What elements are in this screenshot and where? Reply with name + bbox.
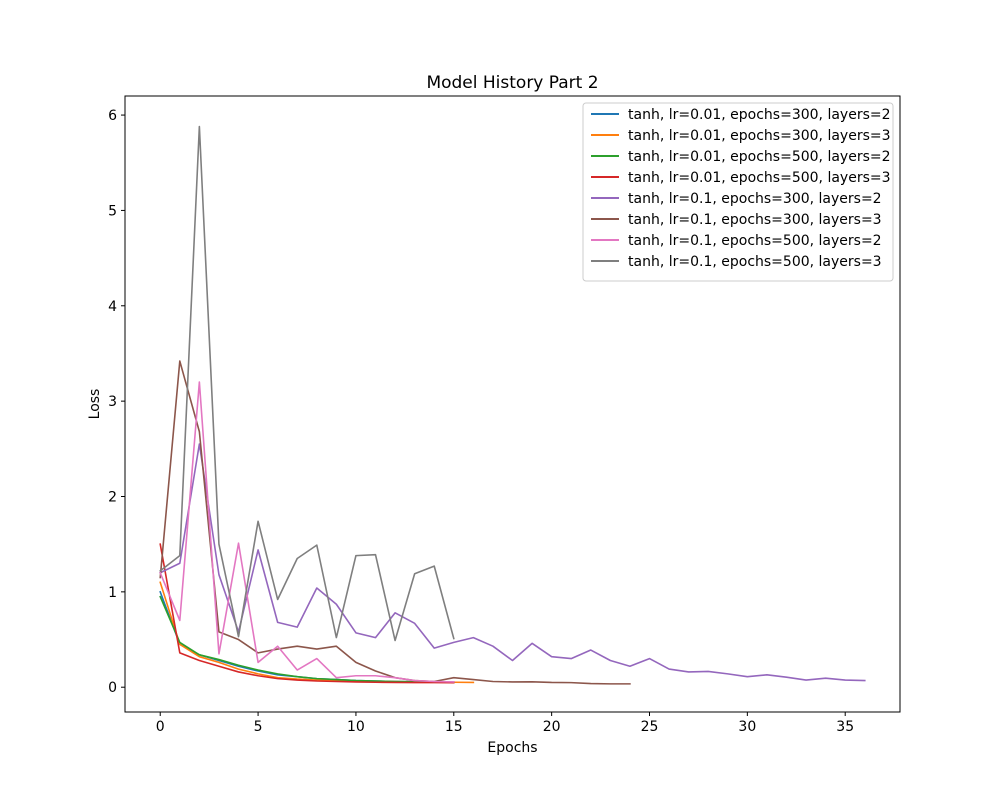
series-line-4 — [159, 543, 455, 684]
y-tick-label: 5 — [108, 203, 117, 219]
series-line-5 — [159, 443, 866, 682]
legend-label-4: tanh, lr=0.01, epochs=500, layers=3 — [628, 170, 891, 186]
series-layer — [159, 125, 866, 685]
y-tick-label: 4 — [108, 299, 117, 315]
series-line-6 — [159, 360, 631, 685]
series-line-3 — [159, 595, 455, 684]
series-line-2 — [159, 581, 475, 684]
legend-label-3: tanh, lr=0.01, epochs=500, layers=2 — [628, 149, 891, 165]
x-tick-label: 0 — [156, 719, 165, 735]
x-axis-label: Epochs — [487, 740, 537, 756]
y-axis: 0 1 2 3 4 5 6 — [108, 108, 125, 696]
x-tick-label: 35 — [836, 719, 854, 735]
x-tick-label: 5 — [254, 719, 263, 735]
y-axis-label: Loss — [87, 389, 103, 420]
x-axis: 0 5 10 15 20 25 30 35 — [156, 712, 854, 735]
legend-label-2: tanh, lr=0.01, epochs=300, layers=3 — [628, 128, 891, 144]
y-tick-label: 0 — [108, 680, 117, 696]
plot-frame — [124, 95, 901, 713]
legend: tanh, lr=0.01, epochs=300, layers=2 tanh,… — [582, 102, 894, 282]
legend-label-8: tanh, lr=0.1, epochs=500, layers=3 — [628, 254, 882, 270]
legend-label-6: tanh, lr=0.1, epochs=300, layers=3 — [628, 212, 882, 228]
series-line-1 — [159, 590, 455, 683]
chart-title: Model History Part 2 — [426, 73, 598, 93]
x-tick-label: 15 — [445, 719, 463, 735]
legend-label-7: tanh, lr=0.1, epochs=500, layers=2 — [628, 233, 882, 249]
x-tick-label: 30 — [738, 719, 756, 735]
x-tick-label: 20 — [543, 719, 561, 735]
x-tick-label: 25 — [641, 719, 659, 735]
x-tick-label: 10 — [347, 719, 365, 735]
legend-label-1: tanh, lr=0.01, epochs=300, layers=2 — [628, 107, 891, 123]
y-tick-label: 6 — [108, 108, 117, 124]
y-tick-label: 1 — [108, 585, 117, 601]
legend-label-5: tanh, lr=0.1, epochs=300, layers=2 — [628, 191, 882, 207]
y-tick-label: 2 — [108, 489, 117, 505]
series-line-8 — [159, 125, 455, 642]
legend-box — [582, 102, 894, 282]
series-line-7 — [159, 381, 455, 683]
y-tick-label: 3 — [108, 394, 117, 410]
